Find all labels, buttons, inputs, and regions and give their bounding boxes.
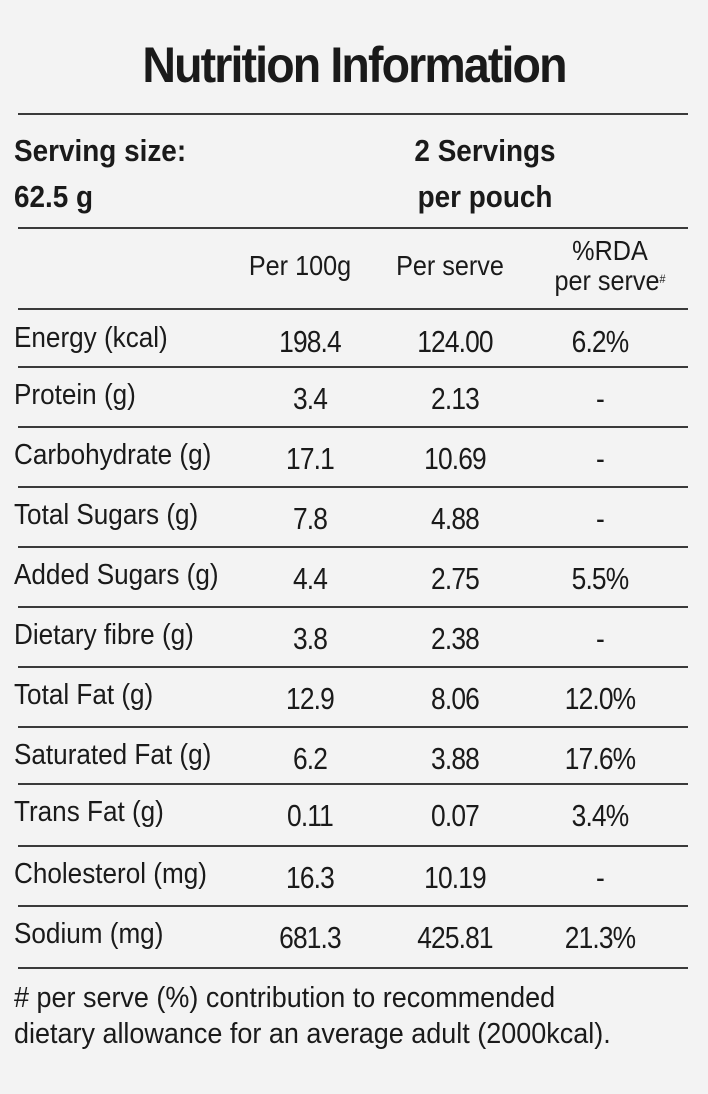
value-per-100g: 4.4 — [292, 561, 328, 596]
value-per-serve: 2.75 — [431, 561, 480, 596]
divider — [18, 227, 688, 229]
value-per-100g: 3.4 — [292, 381, 328, 416]
value-rda: - — [596, 381, 605, 416]
nutrient-label: Cholesterol (mg) — [14, 858, 207, 890]
value-per-serve: 124.00 — [417, 324, 493, 359]
footnote-line-2: dietary allowance for an average adult (… — [14, 1018, 611, 1050]
nutrient-label: Carbohydrate (g) — [14, 439, 212, 471]
value-rda: - — [596, 501, 605, 536]
value-rda: - — [596, 860, 605, 895]
value-per-serve: 4.88 — [431, 501, 480, 536]
table-row: Total Sugars (g) 7.8 4.88 - — [0, 487, 708, 548]
column-header-rda: %RDA per serve# — [538, 236, 682, 296]
divider — [18, 113, 688, 115]
rda-line-2-text: per serve — [554, 265, 660, 296]
value-rda: 21.3% — [564, 920, 636, 955]
row-divider — [18, 486, 688, 488]
servings-line-2: per pouch — [417, 179, 553, 214]
row-divider — [18, 967, 688, 969]
row-divider — [18, 426, 688, 428]
column-header-per-100g: Per 100g — [248, 250, 352, 281]
table-row: Saturated Fat (g) 6.2 3.88 17.6% — [0, 727, 708, 785]
table-row: Carbohydrate (g) 17.1 10.69 - — [0, 427, 708, 488]
divider — [18, 308, 688, 310]
row-divider — [18, 546, 688, 548]
row-divider — [18, 845, 688, 847]
nutrient-label: Dietary fibre (g) — [14, 619, 194, 651]
value-per-serve: 10.19 — [424, 860, 487, 895]
value-rda: 6.2% — [571, 324, 630, 359]
value-rda: 5.5% — [571, 561, 630, 596]
row-divider — [18, 366, 688, 368]
value-per-100g: 0.11 — [287, 798, 334, 833]
nutrient-label: Total Sugars (g) — [14, 499, 199, 531]
row-divider — [18, 606, 688, 608]
table-row: Sodium (mg) 681.3 425.81 21.3% — [0, 906, 708, 969]
table-row: Added Sugars (g) 4.4 2.75 5.5% — [0, 547, 708, 608]
value-per-serve: 10.69 — [424, 441, 487, 476]
column-header-per-serve: Per serve — [396, 250, 504, 281]
rda-footnote-mark: # — [659, 272, 666, 286]
nutrient-label: Added Sugars (g) — [14, 559, 219, 591]
value-per-100g: 17.1 — [286, 441, 335, 476]
nutrient-label: Sodium (mg) — [14, 918, 164, 950]
value-per-serve: 3.88 — [431, 741, 480, 776]
serving-size: Serving size: 62.5 g — [14, 128, 186, 220]
rda-line-2: per serve# — [538, 266, 682, 296]
servings-line-1: 2 Servings — [414, 133, 556, 168]
value-rda: 3.4% — [571, 798, 630, 833]
value-rda: - — [596, 621, 605, 656]
serving-size-label: Serving size: — [14, 133, 187, 168]
rda-line-1: %RDA — [572, 235, 648, 266]
footnote: # per serve (%) contribution to recommen… — [14, 980, 665, 1052]
nutrient-label: Energy (kcal) — [14, 322, 168, 354]
value-per-100g: 3.8 — [292, 621, 328, 656]
value-rda: - — [596, 441, 605, 476]
row-divider — [18, 783, 688, 785]
row-divider — [18, 905, 688, 907]
nutrient-label: Total Fat (g) — [14, 679, 154, 711]
value-rda: 17.6% — [564, 741, 636, 776]
value-rda: 12.0% — [564, 681, 636, 716]
table-row: Cholesterol (mg) 16.3 10.19 - — [0, 846, 708, 907]
row-divider — [18, 726, 688, 728]
table-row: Protein (g) 3.4 2.13 - — [0, 367, 708, 428]
servings-per-pouch: 2 Servings per pouch — [377, 128, 593, 220]
value-per-100g: 12.9 — [286, 681, 335, 716]
value-per-serve: 425.81 — [417, 920, 493, 955]
nutrient-label: Protein (g) — [14, 379, 136, 411]
value-per-100g: 681.3 — [279, 920, 342, 955]
nutrient-label: Saturated Fat (g) — [14, 739, 212, 771]
value-per-100g: 198.4 — [279, 324, 342, 359]
nutrient-label: Trans Fat (g) — [14, 796, 164, 828]
row-divider — [18, 666, 688, 668]
value-per-serve: 2.38 — [431, 621, 480, 656]
table-row: Dietary fibre (g) 3.8 2.38 - — [0, 607, 708, 668]
page-title: Nutrition Information — [142, 37, 567, 93]
serving-size-value: 62.5 g — [14, 179, 94, 214]
value-per-serve: 2.13 — [431, 381, 480, 416]
value-per-100g: 6.2 — [292, 741, 328, 776]
table-row: Trans Fat (g) 0.11 0.07 3.4% — [0, 784, 708, 847]
value-per-100g: 7.8 — [292, 501, 328, 536]
table-row: Energy (kcal) 198.4 124.00 6.2% — [0, 310, 708, 368]
footnote-line-1: # per serve (%) contribution to recommen… — [14, 982, 556, 1014]
value-per-serve: 0.07 — [431, 798, 480, 833]
value-per-serve: 8.06 — [431, 681, 480, 716]
value-per-100g: 16.3 — [286, 860, 335, 895]
table-row: Total Fat (g) 12.9 8.06 12.0% — [0, 667, 708, 728]
